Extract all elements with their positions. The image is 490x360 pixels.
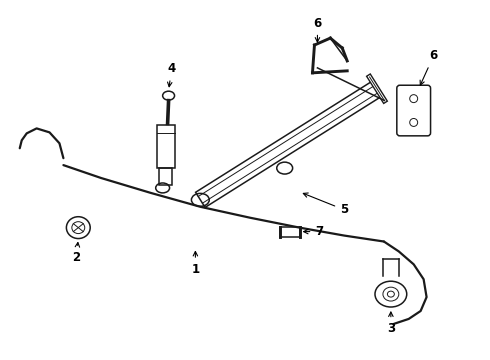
Text: 4: 4 [168, 62, 176, 87]
Text: 2: 2 [72, 243, 80, 264]
Text: 1: 1 [191, 252, 199, 276]
Text: 7: 7 [304, 225, 323, 238]
Text: 5: 5 [303, 193, 348, 216]
Text: 3: 3 [387, 312, 395, 336]
Text: 6: 6 [420, 49, 438, 85]
Text: 6: 6 [313, 17, 321, 42]
